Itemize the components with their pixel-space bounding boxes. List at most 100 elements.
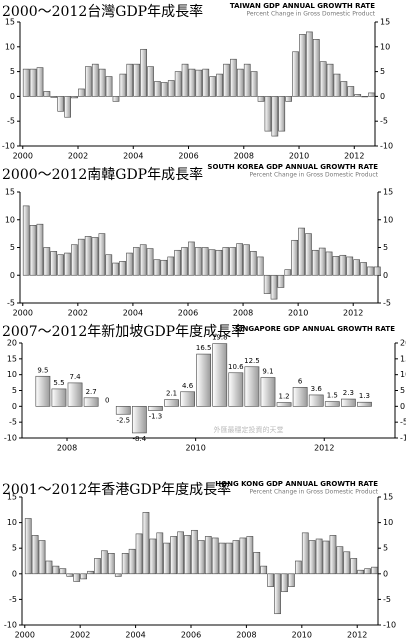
y2-tick-label: -5	[383, 595, 391, 604]
value-label: -8.4	[133, 435, 147, 443]
bar	[153, 259, 161, 276]
bar	[250, 251, 257, 276]
bar	[66, 573, 74, 577]
bar	[135, 533, 143, 575]
bar	[73, 573, 81, 582]
y-tick-label: -5	[7, 117, 15, 126]
y-tick-label: 0	[12, 569, 17, 578]
x-tick-label: 2010	[185, 444, 205, 453]
bar	[174, 249, 181, 276]
bar	[114, 573, 122, 577]
bar	[232, 540, 240, 575]
bar	[22, 68, 30, 97]
value-label: 12.5	[244, 357, 260, 365]
value-label: -1.3	[149, 412, 163, 420]
y-tick-label: 5	[12, 386, 17, 395]
value-label: 0	[105, 396, 109, 404]
bar	[305, 233, 312, 276]
bar	[126, 63, 134, 97]
bar	[119, 73, 127, 97]
y2-tick-label: 5	[383, 243, 388, 252]
x-tick-label: 2004	[125, 631, 145, 640]
bar	[133, 63, 141, 97]
chart-subtitle: SOUTH KOREA GDP ANNUAL GROWTH RATE	[207, 163, 378, 171]
bar	[239, 537, 247, 575]
chart-title: 2000～2012南韓GDP年成長率	[2, 166, 203, 183]
bar	[257, 96, 265, 102]
y2-tick-label: 5	[400, 386, 405, 395]
bar	[368, 92, 375, 97]
bar	[216, 73, 223, 97]
bar	[57, 254, 64, 276]
x-tick-label: 2012	[314, 444, 334, 453]
value-label: 2.3	[343, 389, 354, 397]
x-tick-label: 2010	[289, 152, 309, 161]
bar	[274, 573, 281, 615]
bar	[67, 382, 83, 407]
bar	[215, 249, 223, 276]
bar	[147, 66, 154, 97]
watermark: 外匯最穩定投資的天堂	[214, 425, 284, 434]
bar	[112, 262, 120, 276]
x-tick-label: 2008	[236, 631, 256, 640]
bar	[107, 553, 115, 575]
x-tick-label: 2012	[343, 309, 363, 318]
y-tick-label: 20	[7, 339, 17, 348]
bar	[77, 238, 85, 276]
bar	[180, 391, 195, 407]
bar	[292, 387, 308, 407]
bar	[148, 406, 163, 411]
y2-tick-label: 0	[400, 402, 405, 411]
value-label: 10.6	[228, 363, 244, 371]
bar	[29, 68, 37, 97]
chart-subtitle: SINGAPORE GDP ANNUAL GROWTH RATE	[235, 325, 395, 333]
bar	[149, 538, 157, 575]
y2-tick-label: 5	[383, 544, 388, 553]
bar	[160, 259, 168, 276]
bar	[164, 399, 179, 407]
value-label: 16.5	[196, 344, 212, 352]
bar	[119, 261, 126, 276]
bar	[367, 266, 374, 276]
y2-tick-label: -10	[383, 621, 396, 630]
bar	[298, 227, 305, 276]
bar	[98, 68, 106, 97]
bar	[115, 406, 131, 415]
y2-tick-label: 10	[383, 518, 393, 527]
bar	[373, 266, 381, 276]
bar	[339, 254, 347, 276]
value-label: -2.5	[116, 416, 130, 424]
y-tick-label: -10	[4, 434, 17, 443]
chart-note: Percent Change in Gross Domestic Product	[249, 489, 378, 496]
bar	[194, 247, 202, 276]
bar	[260, 377, 276, 407]
bar	[312, 249, 319, 276]
value-label: 1.2	[278, 393, 289, 401]
bar	[340, 81, 348, 97]
chart-subtitle: TAIWAN GDP ANNUAL GROWTH RATE	[230, 2, 375, 10]
y2-tick-label: 0	[383, 569, 388, 578]
y2-tick-label: -10	[380, 142, 393, 151]
bar	[250, 71, 258, 97]
bar	[80, 573, 87, 580]
value-label: 2.7	[86, 388, 97, 396]
bar	[43, 91, 51, 97]
bar	[167, 80, 175, 97]
value-label: 1.3	[359, 392, 370, 400]
y2-tick-label: -10	[400, 434, 406, 443]
bar	[64, 96, 71, 118]
x-tick-label: 2004	[123, 152, 143, 161]
y2-tick-label: 0	[383, 271, 388, 280]
bar	[371, 566, 378, 575]
bar	[181, 63, 189, 97]
x-tick-label: 2002	[70, 631, 90, 640]
y-tick-label: 0	[10, 92, 15, 101]
bar	[112, 96, 120, 102]
bar	[284, 269, 292, 276]
bar	[306, 31, 313, 97]
bar	[84, 236, 92, 276]
y-tick-label: 10	[5, 42, 15, 51]
y2-tick-label: -5	[380, 117, 388, 126]
bar	[260, 565, 268, 575]
bar	[45, 560, 53, 575]
